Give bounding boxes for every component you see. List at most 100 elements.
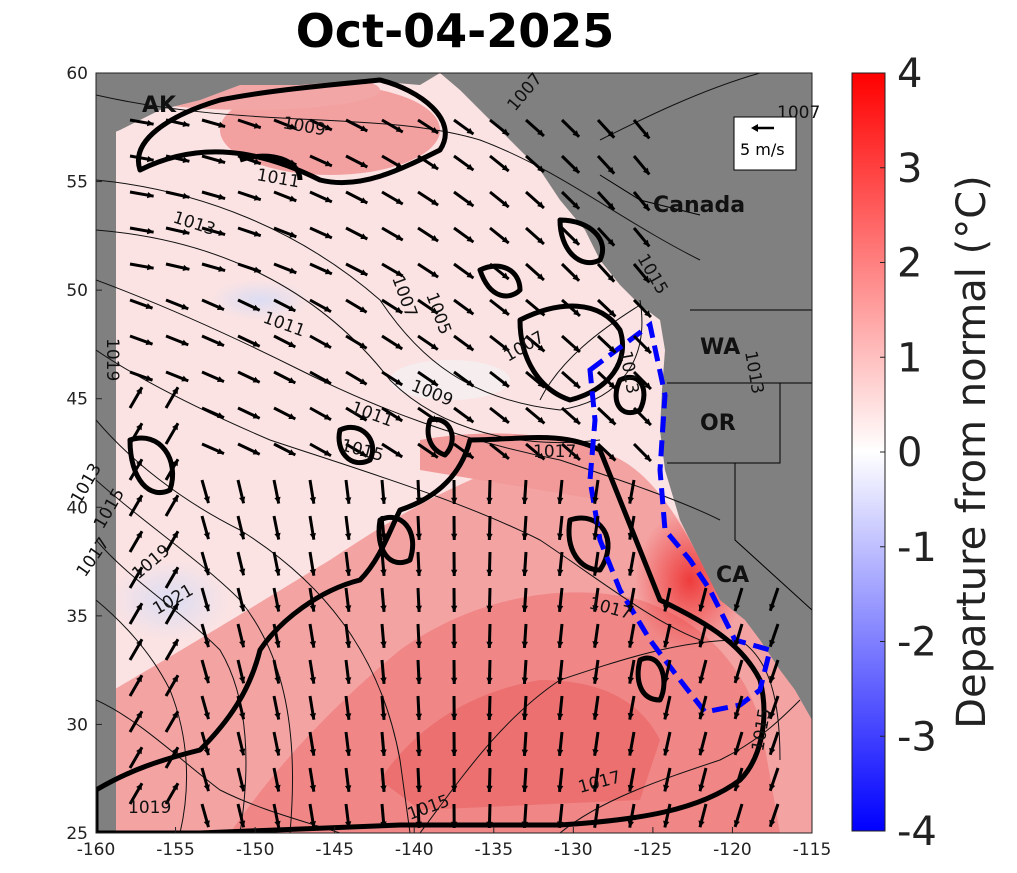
wind-arrowhead	[486, 749, 493, 756]
wind-arrowhead	[501, 272, 509, 280]
wind-arrowhead	[136, 711, 142, 719]
wind-arrowhead	[415, 821, 423, 828]
wind-arrowhead	[466, 415, 474, 423]
wind-arrowhead	[217, 412, 224, 419]
wind-arrowhead	[252, 304, 260, 311]
wind-arrowhead	[466, 163, 474, 171]
wind-arrowhead	[642, 275, 650, 283]
wind-arrowhead	[592, 569, 599, 576]
wind-arrowhead	[274, 532, 281, 540]
wind-arrowhead	[395, 234, 403, 241]
wind-arrowhead	[733, 748, 740, 755]
wind-arrowhead	[466, 235, 474, 243]
wind-arrowhead	[380, 713, 387, 720]
wind-arrowhead	[557, 785, 564, 792]
wind-arrowhead	[557, 713, 564, 720]
wind-arrowhead	[172, 531, 178, 539]
wind-arrowhead	[323, 341, 331, 348]
wind-arrowhead	[642, 167, 650, 175]
wind-arrowhead	[239, 784, 246, 792]
wind-arrowhead	[698, 712, 705, 720]
colorbar-tick-label: -2	[897, 620, 937, 666]
wind-arrowhead	[359, 342, 367, 349]
wind-arrowhead	[172, 711, 178, 719]
sst-anomaly-field	[96, 73, 812, 833]
wind-arrowhead	[466, 127, 474, 135]
colorbar-tick-label: 4	[897, 51, 922, 97]
wind-arrowhead	[592, 785, 599, 792]
wind-arrowhead	[415, 677, 423, 684]
wind-arrowhead	[217, 376, 224, 383]
wind-arrowhead	[345, 677, 352, 684]
wind-arrowhead	[501, 200, 509, 208]
wind-arrowhead	[136, 531, 142, 539]
wind-arrowhead	[557, 569, 564, 576]
wind-arrowhead	[172, 387, 178, 395]
wind-arrowhead	[274, 748, 281, 756]
wind-arrowhead	[395, 378, 403, 385]
wind-arrowhead	[557, 821, 564, 828]
colorbar-label: Departure from normal (°C)	[949, 175, 995, 729]
wind-arrowhead	[450, 677, 458, 684]
wind-arrowhead	[146, 263, 154, 271]
wind-arrowhead	[380, 749, 387, 756]
wind-arrowhead	[181, 339, 189, 346]
wind-arrowhead	[395, 306, 403, 313]
wind-arrowhead	[253, 230, 261, 237]
wind-arrowhead	[172, 567, 178, 575]
wind-arrowhead	[239, 532, 246, 540]
wind-arrowhead	[450, 785, 458, 792]
wind-arrowhead	[136, 495, 142, 503]
wind-arrowhead	[501, 164, 509, 172]
wind-arrowhead	[380, 821, 387, 828]
wind-arrowhead	[172, 675, 178, 683]
wind-arrowhead	[572, 166, 580, 173]
wind-arrowhead	[521, 785, 529, 792]
y-tick-label: 30	[66, 715, 88, 735]
wind-arrowhead	[592, 749, 599, 756]
wind-arrowhead	[239, 496, 246, 504]
wind-arrowhead	[239, 820, 246, 828]
wind-arrowhead	[663, 784, 670, 792]
wind-arrowhead	[431, 199, 439, 206]
wind-arrowhead	[769, 639, 776, 647]
wind-arrowhead	[289, 123, 297, 130]
wind-arrowhead	[288, 341, 296, 347]
wind-arrowhead	[203, 676, 210, 684]
region-label-wa: WA	[700, 335, 740, 360]
wind-arrowhead	[607, 130, 615, 138]
wind-arrowhead	[627, 496, 634, 504]
colorbar-tick-label: -3	[897, 714, 937, 760]
wind-arrowhead	[502, 344, 509, 351]
wind-arrowhead	[450, 497, 458, 504]
y-tick-label: 35	[66, 607, 88, 627]
wind-arrowhead	[218, 193, 226, 200]
wind-arrowhead	[359, 306, 367, 313]
wind-arrowhead	[642, 239, 650, 247]
wind-arrowhead	[289, 159, 297, 166]
wind-arrowhead	[182, 264, 190, 272]
wind-arrowhead	[537, 416, 545, 424]
wind-arrowhead	[486, 713, 493, 720]
wind-arrowhead	[203, 604, 210, 612]
wind-arrowhead	[450, 533, 458, 540]
wind-arrowhead	[698, 604, 705, 612]
wind-arrowhead	[501, 236, 509, 244]
wind-arrowhead	[218, 229, 226, 236]
wind-arrowhead	[395, 198, 403, 205]
wind-arrowhead	[607, 238, 615, 246]
wind-arrowhead	[430, 343, 438, 350]
wind-arrowhead	[592, 677, 599, 684]
x-tick-label: -155	[156, 840, 195, 860]
x-tick-label: -150	[236, 840, 275, 860]
wind-arrowhead	[521, 677, 529, 684]
x-tick-label: -130	[554, 840, 593, 860]
wind-arrowhead	[172, 603, 178, 611]
wind-arrowhead	[430, 451, 438, 458]
wind-arrowhead	[309, 641, 316, 648]
wind-arrowhead	[592, 641, 599, 648]
wind-arrowhead	[239, 748, 246, 756]
wind-arrowhead	[663, 640, 670, 648]
wind-arrowhead	[627, 820, 634, 828]
